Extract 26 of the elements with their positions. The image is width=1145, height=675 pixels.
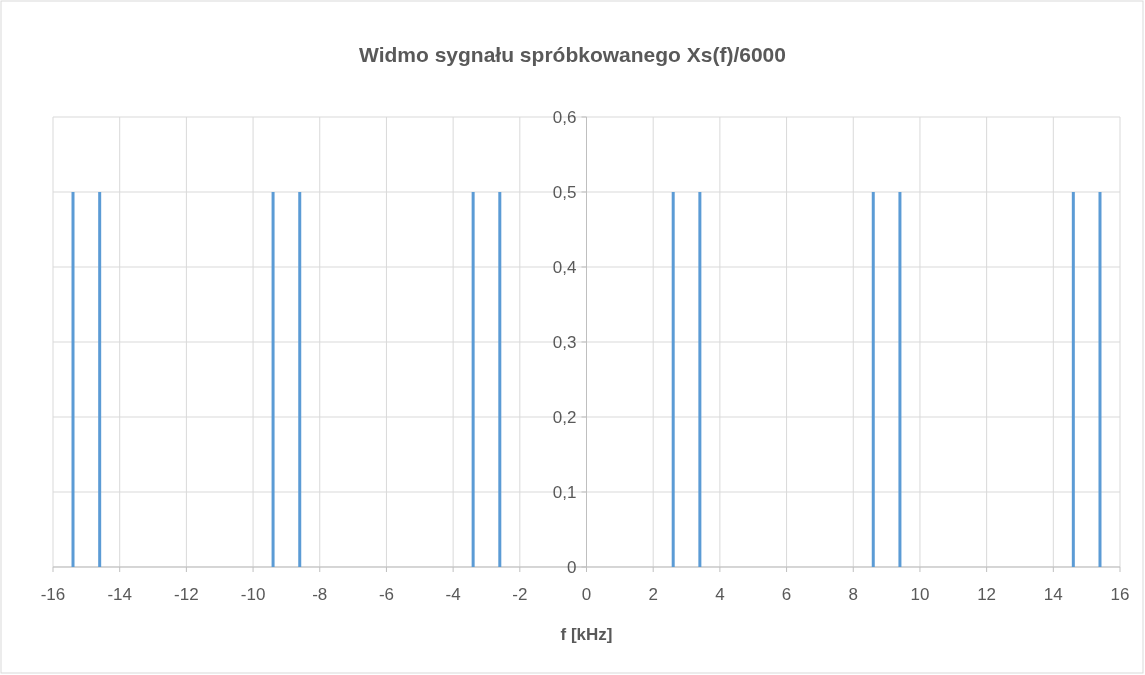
y-tick-label: 0,3 bbox=[552, 333, 577, 352]
y-tick-label: 0,5 bbox=[552, 183, 577, 202]
x-tick-label: 12 bbox=[977, 585, 997, 604]
x-tick-label: -6 bbox=[378, 585, 394, 604]
x-tick-label: 8 bbox=[848, 585, 858, 604]
y-tick-label: 0,6 bbox=[552, 108, 577, 127]
y-tick-label: 0,4 bbox=[552, 258, 577, 277]
y-tick-label: 0,2 bbox=[552, 408, 577, 427]
x-tick-label: 16 bbox=[1110, 585, 1130, 604]
x-tick-label: -16 bbox=[40, 585, 66, 604]
chart-title: Widmo sygnału spróbkowanego Xs(f)/6000 bbox=[359, 43, 786, 66]
x-tick-label: 0 bbox=[581, 585, 592, 604]
x-axis-title: f [kHz] bbox=[560, 625, 613, 644]
x-tick-label: -14 bbox=[107, 585, 132, 604]
y-tick-label: 0,1 bbox=[552, 483, 577, 502]
x-tick-label: 4 bbox=[715, 585, 725, 604]
x-tick-label: -12 bbox=[174, 585, 199, 604]
x-tick-label: 2 bbox=[648, 585, 658, 604]
x-tick-label: -2 bbox=[512, 585, 528, 604]
x-tick-label: -4 bbox=[445, 585, 461, 604]
x-tick-label: -10 bbox=[240, 585, 266, 604]
x-tick-label: 10 bbox=[910, 585, 930, 604]
y-tick-label: 0 bbox=[567, 558, 577, 577]
x-tick-label: -8 bbox=[312, 585, 328, 604]
x-tick-label: 14 bbox=[1043, 585, 1063, 604]
x-tick-label: 6 bbox=[781, 585, 792, 604]
